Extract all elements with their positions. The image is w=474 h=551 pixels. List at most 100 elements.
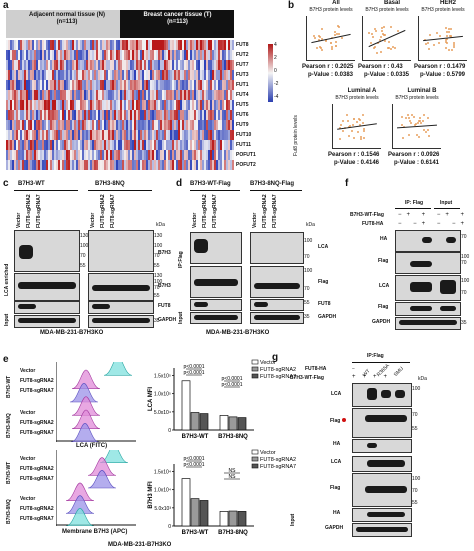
- heatmap-cell: [102, 100, 105, 110]
- heatmap-cell: [176, 70, 179, 80]
- heatmap-cell: [76, 100, 79, 110]
- heatmap-cell: [142, 120, 145, 130]
- heatmap-cell: [186, 130, 189, 140]
- heatmap-cell: [202, 110, 205, 120]
- heatmap-cell: [86, 120, 89, 130]
- heatmap-cell: [62, 110, 65, 120]
- heatmap-cell: [192, 120, 195, 130]
- heatmap-cell: [176, 40, 179, 50]
- heatmap-cell: [178, 70, 181, 80]
- heatmap-cell: [154, 130, 157, 140]
- heatmap-cell: [88, 130, 91, 140]
- heatmap-cell: [44, 90, 47, 100]
- heatmap-cell: [116, 100, 119, 110]
- heatmap-cell: [126, 100, 129, 110]
- heatmap-cell: [198, 60, 201, 70]
- heatmap-cell: [156, 100, 159, 110]
- pearson-r: Pearson r : 0.2025: [302, 64, 354, 70]
- heatmap-cell: [178, 60, 181, 70]
- heatmap-cell: [22, 50, 25, 60]
- heatmap-cell: [170, 140, 173, 150]
- heatmap-cell: [146, 150, 149, 160]
- heatmap-cell: [124, 80, 127, 90]
- heatmap-cell: [62, 100, 65, 110]
- group-tumor-label: Breast cancer tissue (T) (n=113): [143, 12, 212, 25]
- heatmap-cell: [58, 120, 61, 130]
- heatmap-cell: [44, 130, 47, 140]
- heatmap-cell: [196, 160, 199, 170]
- heatmap-cell: [22, 150, 25, 160]
- heatmap-cell: [176, 160, 179, 170]
- heatmap-cell: [34, 110, 37, 120]
- heatmap-cell: [82, 130, 85, 140]
- heatmap-cell: [222, 40, 225, 50]
- scatter-point: [321, 48, 324, 51]
- scatter-point: [408, 134, 411, 137]
- heatmap-cell: [76, 150, 79, 160]
- heatmap-cell: [172, 80, 175, 90]
- heatmap-cell: [6, 40, 9, 50]
- heatmap-cell: [224, 100, 227, 110]
- heatmap-cell: [122, 110, 125, 120]
- heatmap-cell: [24, 70, 27, 80]
- histogram-row-label: FUT8-sgRNA2: [20, 466, 54, 472]
- heatmap-cell: [106, 120, 109, 130]
- heatmap-cell: [36, 40, 39, 50]
- heatmap-cell: [120, 130, 123, 140]
- heatmap-cell: [154, 150, 157, 160]
- heatmap-cell: [140, 120, 143, 130]
- scatter-point: [375, 29, 378, 32]
- heatmap-cell: [8, 90, 11, 100]
- tissue-bar-tumor: [120, 10, 234, 38]
- heatmap-cell: [162, 110, 165, 120]
- heatmap-cell: [188, 100, 191, 110]
- heatmap-cell: [206, 110, 209, 120]
- heatmap-cell: [40, 50, 43, 60]
- scatter-point: [449, 28, 452, 31]
- heatmap-cell: [180, 110, 183, 120]
- heatmap-cell: [12, 40, 15, 50]
- heatmap-cell: [216, 130, 219, 140]
- heatmap-cell: [194, 60, 197, 70]
- heatmap-cell: [100, 160, 103, 170]
- heatmap-cell: [80, 160, 83, 170]
- heatmap-cell: [114, 90, 117, 100]
- heatmap-cell: [134, 110, 137, 120]
- heatmap-cell: [76, 90, 79, 100]
- heatmap-cell: [144, 140, 147, 150]
- heatmap-cell: [120, 60, 123, 70]
- heatmap-cell: [184, 140, 187, 150]
- regression-line: [368, 29, 406, 48]
- heatmap-cell: [128, 140, 131, 150]
- heatmap-cell: [74, 60, 77, 70]
- heatmap-cell: [138, 150, 141, 160]
- heatmap-cell: [80, 150, 83, 160]
- heatmap-cell: [124, 150, 127, 160]
- heatmap-cell: [88, 160, 91, 170]
- e-group-wt-top: B7H3-WT: [6, 375, 12, 398]
- p-value-label: NS: [229, 468, 237, 474]
- scatter-point: [453, 46, 455, 49]
- heatmap-cell: [144, 90, 147, 100]
- heatmap-cell: [162, 40, 165, 50]
- heatmap-cell: [34, 120, 37, 130]
- c-blot-fut8-8nq: [88, 301, 154, 314]
- scatter-point: [335, 45, 338, 48]
- heatmap-cell: [126, 130, 129, 140]
- c-blot-fut8-wt: [14, 301, 80, 314]
- heatmap-cell: [138, 130, 141, 140]
- heatmap-cell: [192, 110, 195, 120]
- heatmap-cell: [112, 160, 115, 170]
- heatmap-cell: [58, 160, 61, 170]
- heatmap-cell: [184, 60, 187, 70]
- heatmap-cell: [164, 130, 167, 140]
- heatmap-cell: [156, 40, 159, 50]
- heatmap-cell: [24, 120, 27, 130]
- heatmap-cell: [188, 70, 191, 80]
- heatmap-cell: [222, 160, 225, 170]
- heatmap-cell: [60, 120, 63, 130]
- heatmap-cell: [76, 160, 79, 170]
- heatmap-cell: [164, 140, 167, 150]
- heatmap-cell: [134, 40, 137, 50]
- heatmap-cell: [94, 50, 97, 60]
